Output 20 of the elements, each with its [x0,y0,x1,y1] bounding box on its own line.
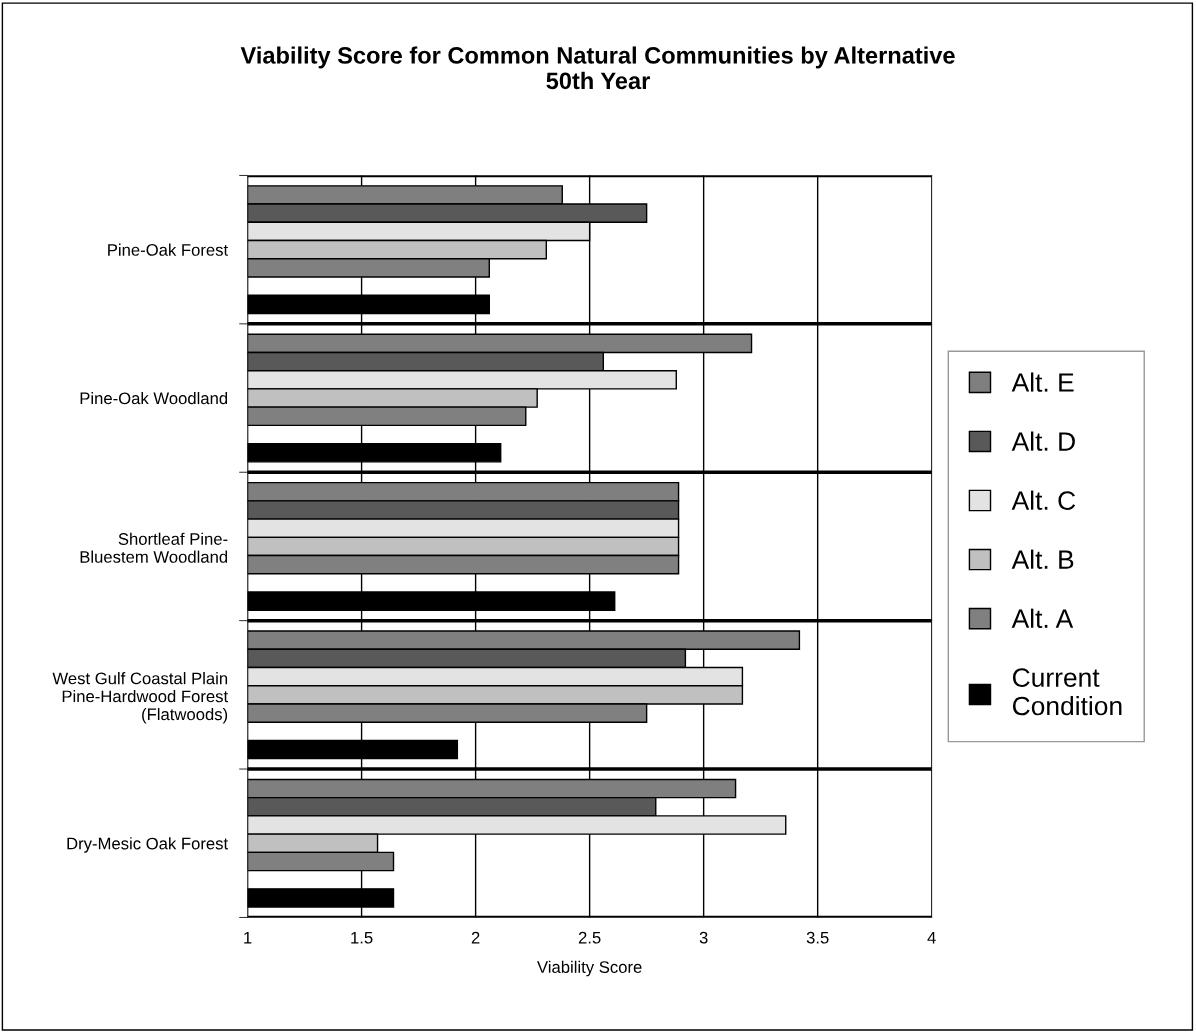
chart-title: Viability Score for Common Natural Communities by Alternative 50th Year [240,46,955,90]
x-tick-label: 1.5 [351,931,373,944]
x-tick-label: 2.5 [578,931,601,944]
y-tick-label: Dry-Mesic Oak Forest [67,837,229,853]
x-tick-label: 2 [471,931,480,944]
legend-label: Alt. A [1011,608,1074,628]
y-tick-label: Pine-Oak Woodland [80,392,228,405]
legend-label: Alt. B [1011,549,1074,569]
legend-label: Alt. D [1011,431,1075,451]
y-tick-label: Shortleaf Pine- Bluestem Woodland [80,532,228,563]
y-tick-label: West Gulf Coastal Plain Pine-Hardwood Forest (Flatwoods) [52,672,229,724]
x-axis-title: Viability Score [537,960,642,977]
legend-label: Alt. E [1011,372,1074,392]
x-tick-label: 4 [927,931,936,944]
x-tick-label: 1 [244,931,252,944]
legend-label: Current Condition [1012,668,1122,716]
x-tick-label: 3 [699,931,708,944]
x-tick-label: 3.5 [806,931,829,944]
legend-label: Alt. C [1011,490,1076,510]
y-tick-label: Pine-Oak Forest [108,243,229,256]
